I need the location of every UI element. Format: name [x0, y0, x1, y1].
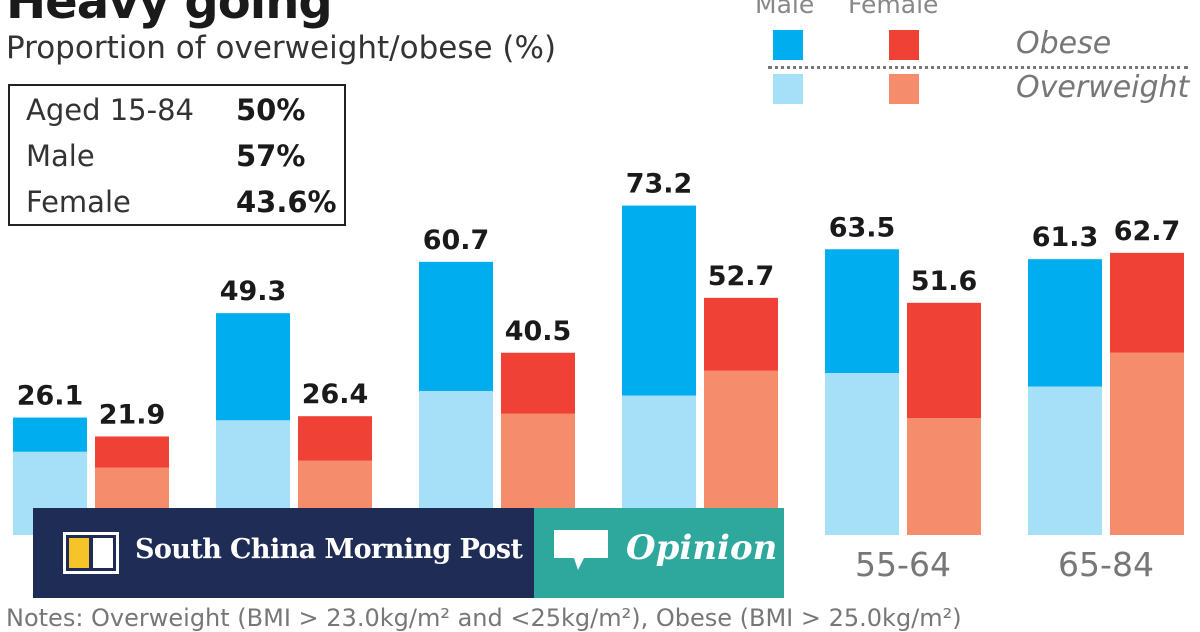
bar-female-obese-55-64: [907, 302, 981, 418]
legend-swatch-female-overweight: [889, 74, 919, 104]
x-tick-label-55-64: 55-64: [855, 545, 951, 584]
legend-swatch-male-overweight: [773, 74, 803, 104]
bar-female-obese-35-44: [501, 352, 575, 414]
chart-subtitle: Proportion of overweight/obese (%): [6, 30, 557, 66]
bar-female-overweight-45-54: [704, 370, 778, 535]
brand-panel: South China Morning Post: [33, 508, 534, 598]
value-label-male-45-54: 73.2: [626, 169, 693, 200]
legend-female-header: Female: [848, 0, 939, 19]
legend-divider: [768, 66, 1188, 69]
bar-male-obese-55-64: [825, 249, 899, 373]
legend-obese-label: Obese: [1016, 26, 1112, 61]
summary-label: Male: [26, 139, 95, 173]
summary-label: Aged 15-84: [26, 93, 194, 127]
legend-male-header: Male: [755, 0, 815, 19]
bar-female-obese-25-34: [298, 416, 372, 461]
publisher-banner[interactable]: South China Morning Post Opinion: [33, 508, 784, 598]
legend-swatch-male-obese: [773, 30, 803, 60]
summary-value: 43.6%: [236, 185, 337, 219]
summary-row: Female 43.6%: [26, 180, 337, 224]
scmp-logo-icon: [63, 532, 119, 574]
value-label-female-15-24: 21.9: [99, 399, 166, 430]
value-label-female-65-84: 62.7: [1114, 216, 1181, 247]
value-label-male-65-84: 61.3: [1032, 222, 1099, 253]
value-label-female-55-64: 51.6: [911, 266, 978, 297]
value-label-female-35-44: 40.5: [505, 316, 572, 347]
value-label-female-45-54: 52.7: [708, 261, 775, 292]
x-tick-label-65-84: 65-84: [1058, 545, 1154, 584]
bar-female-overweight-65-84: [1110, 352, 1184, 535]
legend-swatch-female-obese: [889, 30, 919, 60]
bar-female-obese-65-84: [1110, 252, 1184, 353]
summary-row: Aged 15-84 50%: [26, 88, 334, 132]
bar-male-obese-15-24: [13, 417, 87, 452]
summary-value: 57%: [236, 139, 306, 173]
value-label-male-25-34: 49.3: [220, 276, 287, 307]
brand-name: South China Morning Post: [135, 534, 523, 565]
summary-box: Aged 15-84 50% Male 57% Female 43.6%: [8, 84, 346, 226]
bar-female-overweight-55-64: [907, 418, 981, 535]
summary-label: Female: [26, 185, 131, 219]
chart-title: Heavy going: [6, 0, 333, 30]
summary-row: Male 57%: [26, 134, 334, 178]
legend-overweight-label: Overweight: [1016, 70, 1190, 105]
bar-male-obese-25-34: [216, 313, 290, 421]
value-label-male-15-24: 26.1: [17, 381, 84, 412]
bar-female-obese-45-54: [704, 297, 778, 371]
speech-bubble-icon: [554, 530, 608, 570]
opinion-panel: Opinion: [534, 508, 784, 598]
bar-female-obese-15-24: [95, 436, 169, 468]
value-label-male-35-44: 60.7: [423, 225, 490, 256]
bar-male-obese-35-44: [419, 261, 493, 391]
opinion-label: Opinion: [626, 528, 778, 568]
bar-male-overweight-55-64: [825, 373, 899, 535]
summary-value: 50%: [236, 93, 306, 127]
footer-note: Notes: Overweight (BMI > 23.0kg/m² and <…: [6, 604, 962, 632]
bar-male-obese-45-54: [622, 205, 696, 396]
value-label-female-25-34: 26.4: [302, 379, 369, 410]
bar-male-overweight-65-84: [1028, 386, 1102, 535]
bar-male-obese-65-84: [1028, 259, 1102, 387]
value-label-male-55-64: 63.5: [829, 212, 896, 243]
